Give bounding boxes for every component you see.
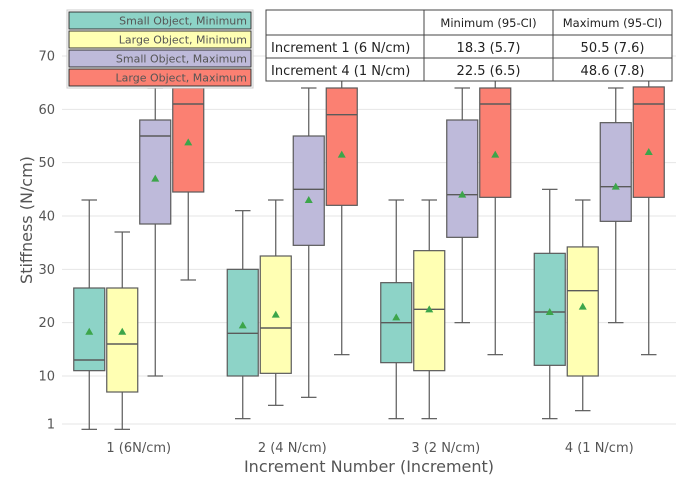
table-cell: 22.5 (6.5) — [457, 64, 521, 79]
box-body — [566, 246, 599, 377]
table-cell: 50.5 (7.6) — [581, 41, 645, 56]
mean-marker — [151, 174, 160, 182]
box-group — [380, 199, 413, 420]
y-tick-labels: 1 10 20 30 40 50 60 70 — [38, 50, 55, 433]
mean-marker — [578, 302, 587, 310]
y-tick-label: 60 — [38, 103, 55, 118]
box-series — [73, 55, 665, 430]
legend-label: Small Object, Minimum — [119, 15, 247, 28]
box-group — [226, 210, 259, 420]
mean-marker — [458, 190, 467, 198]
legend: Small Object, Minimum Large Object, Minim… — [66, 9, 254, 89]
mean-marker — [644, 148, 653, 155]
table-cell: Increment 4 (1 N/cm) — [271, 64, 410, 79]
box-group — [413, 199, 446, 420]
mean-marker — [425, 305, 434, 313]
table-cell: 48.6 (7.8) — [581, 64, 645, 79]
legend-swatch — [68, 30, 252, 49]
mean-marker — [392, 313, 401, 321]
box-body — [139, 119, 172, 225]
x-tick-labels: 1 (6N/cm) 2 (4 N/cm) 3 (2 N/cm) 4 (1 N/cm) — [106, 441, 633, 456]
box-body — [226, 268, 259, 377]
box-body — [325, 87, 358, 206]
x-tick-label: 3 (2 N/cm) — [411, 441, 480, 456]
box-group — [479, 55, 512, 356]
box-body — [599, 122, 632, 222]
table-header-cell: Maximum (95-CI) — [563, 16, 663, 30]
box-group — [632, 55, 665, 356]
y-tick-label: 50 — [38, 156, 55, 171]
y-tick-label: 20 — [38, 316, 55, 331]
mean-marker — [271, 310, 280, 318]
box-body — [479, 87, 512, 198]
x-tick-label: 2 (4 N/cm) — [258, 441, 327, 456]
mean-marker — [184, 138, 193, 146]
mean-marker — [304, 196, 313, 203]
table-frame — [265, 9, 673, 82]
box-body — [292, 135, 325, 246]
box-body — [106, 287, 139, 393]
mean-marker — [491, 150, 500, 158]
box-body — [446, 119, 479, 238]
legend-label: Large Object, Minimum — [119, 34, 247, 47]
mean-marker — [545, 308, 554, 315]
x-tick-label: 1 (6N/cm) — [106, 441, 171, 456]
box-group — [533, 188, 566, 420]
table-header-cell: Minimum (95-CI) — [440, 16, 536, 30]
y-axis-title: Stiffness (N/cm) — [17, 156, 36, 284]
legend-label: Small Object, Maximum — [116, 53, 247, 66]
box-group — [259, 199, 292, 406]
box-group — [139, 87, 172, 377]
box-group — [446, 87, 479, 324]
box-group — [599, 87, 632, 324]
box-body — [632, 86, 665, 198]
box-group — [106, 231, 139, 430]
y-tick-label: 10 — [38, 370, 55, 385]
x-tick-label: 4 (1 N/cm) — [565, 441, 634, 456]
stats-table: Minimum (95-CI) Maximum (95-CI) Increment … — [265, 9, 673, 82]
mean-marker — [337, 150, 346, 158]
y-tick-label: 1 — [47, 418, 55, 433]
legend-swatch — [68, 11, 252, 30]
table-cell: 18.3 (5.7) — [457, 41, 521, 56]
mean-marker — [118, 327, 127, 335]
y-tick-label: 70 — [38, 50, 55, 65]
box-group — [172, 55, 205, 281]
mean-marker — [238, 321, 247, 329]
table-cell: Increment 1 (6 N/cm) — [271, 41, 410, 56]
box-group — [73, 199, 106, 430]
mean-marker — [85, 327, 94, 335]
y-tick-label: 40 — [38, 210, 55, 225]
mean-marker — [611, 182, 620, 190]
legend-swatch — [68, 49, 252, 68]
x-axis-title: Increment Number (Increment) — [244, 457, 494, 476]
legend-label: Large Object, Maximum — [116, 72, 247, 85]
y-tick-label: 30 — [38, 263, 55, 278]
box-group — [566, 199, 599, 412]
legend-swatch — [68, 68, 252, 87]
box-group — [292, 87, 325, 398]
